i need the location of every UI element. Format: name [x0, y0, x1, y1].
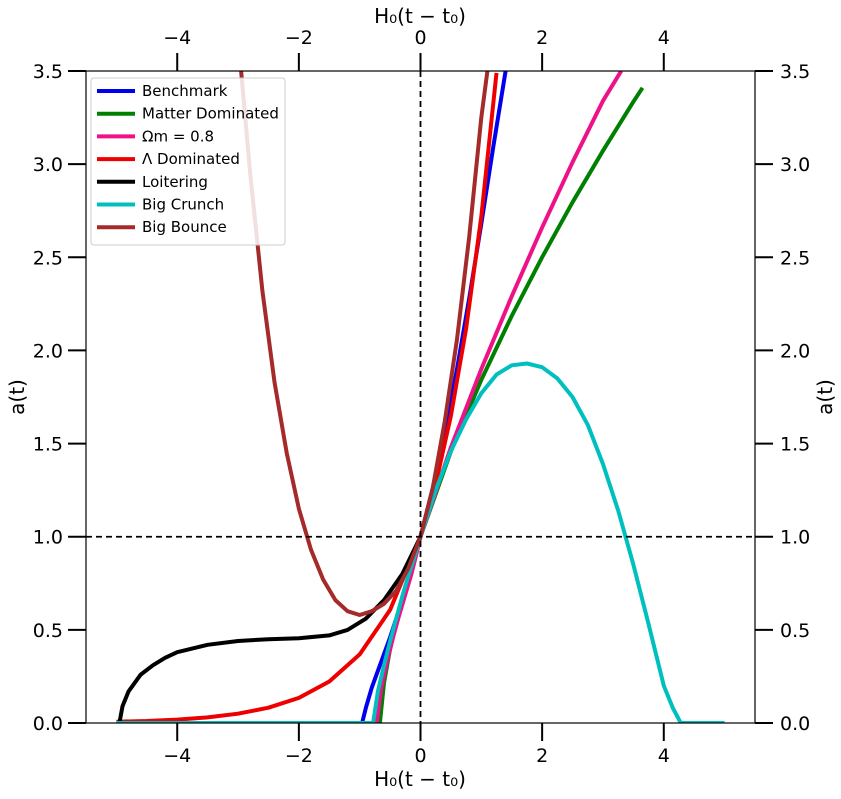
series-line-1 — [377, 86, 645, 723]
y-tick-label-left: 3.0 — [33, 154, 63, 176]
y-tick-label-left: 3.5 — [33, 61, 63, 83]
y-tick-label-left: 0.5 — [33, 620, 63, 642]
x-tick-label-top: 0 — [414, 27, 426, 49]
axis-ticks: −4 −4 −2 −2 0 0 2 2 4 4 0.0 0.0 0.5 0.5 1.0 1.0 1.5 1.5 2.… — [33, 27, 810, 767]
series-line-6 — [239, 71, 490, 617]
x-tick-label-bottom: 2 — [536, 745, 548, 767]
y-tick-label-left: 2.5 — [33, 247, 63, 269]
y-tick-label-right: 3.5 — [780, 61, 810, 83]
x-tick-label-bottom: 0 — [414, 745, 426, 767]
y-tick-label-left: 1.0 — [33, 527, 63, 549]
x-tick-label-top: −2 — [285, 27, 313, 49]
legend-box — [90, 77, 286, 246]
legend-label-5: Big Crunch — [142, 196, 224, 214]
legend: Benchmark Matter Dominated Ωm = 0.8 Λ Domin… — [90, 77, 286, 246]
x-tick-label-top: 4 — [658, 27, 670, 49]
legend-label-2: Ωm = 0.8 — [142, 127, 214, 145]
x-axis-title-bottom: H₀(t − t₀) — [374, 767, 466, 791]
x-tick-label-top: −4 — [163, 27, 191, 49]
y-tick-label-left: 1.5 — [33, 434, 63, 456]
legend-label-4: Loitering — [142, 173, 208, 191]
legend-items: Benchmark Matter Dominated Ωm = 0.8 Λ Domin… — [97, 82, 279, 236]
x-tick-label-top: 2 — [536, 27, 548, 49]
series-layer — [116, 71, 725, 723]
legend-label-0: Benchmark — [142, 82, 228, 100]
y-tick-label-right: 3.0 — [780, 154, 810, 176]
series-line-3 — [116, 72, 499, 723]
x-axis-title-top: H₀(t − t₀) — [374, 4, 466, 28]
series-line-2 — [374, 71, 623, 723]
reference-lines — [86, 71, 755, 723]
legend-label-6: Big Bounce — [142, 218, 227, 236]
y-axis-title-right: a(t) — [813, 379, 837, 415]
y-tick-label-right: 0.0 — [780, 713, 810, 735]
x-tick-label-bottom: 4 — [658, 745, 670, 767]
legend-label-3: Λ Dominated — [142, 150, 240, 168]
y-tick-label-right: 2.0 — [780, 340, 810, 362]
y-tick-label-left: 0.0 — [33, 713, 63, 735]
y-tick-label-right: 1.5 — [780, 434, 810, 456]
y-tick-label-left: 2.0 — [33, 340, 63, 362]
y-tick-label-right: 2.5 — [780, 247, 810, 269]
series-line-5 — [116, 361, 725, 723]
legend-label-1: Matter Dominated — [142, 105, 279, 123]
y-tick-label-right: 0.5 — [780, 620, 810, 642]
x-tick-label-bottom: −4 — [163, 745, 191, 767]
y-axis-title-left: a(t) — [5, 379, 29, 415]
y-tick-label-right: 1.0 — [780, 527, 810, 549]
x-tick-label-bottom: −2 — [285, 745, 313, 767]
